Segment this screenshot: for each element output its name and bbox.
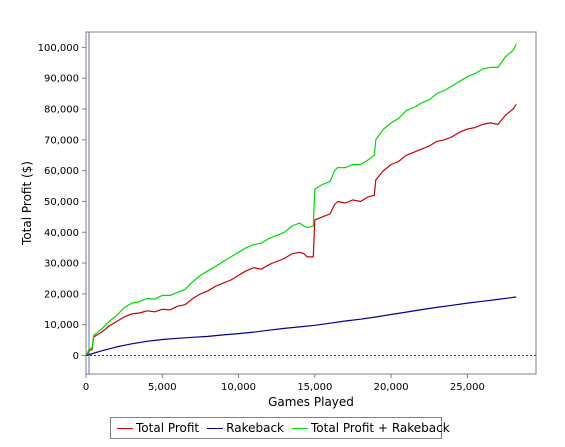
y-tick-label: 60,000: [44, 166, 79, 177]
legend-swatch: [117, 427, 133, 429]
x-tick-label: 25,000: [450, 382, 485, 393]
legend-label: Rakeback: [226, 421, 284, 435]
legend-item: Rakeback: [207, 421, 284, 435]
legend-label: Total Profit: [136, 421, 200, 435]
y-tick-label: 80,000: [44, 105, 79, 116]
x-axis-title: Games Played: [268, 395, 354, 409]
series-line-rakeback: [85, 296, 517, 357]
x-tick-label: 5,000: [148, 382, 177, 393]
y-tick-label: 70,000: [44, 135, 79, 146]
legend: Total Profit Rakeback Total Profit + Rakeb…: [110, 417, 450, 439]
plot-area: [85, 31, 537, 375]
legend-item: Total Profit: [117, 421, 199, 435]
legend-swatch: [207, 427, 224, 429]
x-tick-label: 20,000: [374, 382, 409, 393]
series-line-total-profit-rakeback: [85, 44, 517, 356]
y-tick-label: 10,000: [44, 320, 79, 331]
y-axis-title: Total Profit ($): [20, 161, 34, 246]
y-tick-label: 100,000: [38, 43, 79, 54]
x-tick-label: 15,000: [297, 382, 332, 393]
legend-label: Total Profit + Rakeback: [311, 421, 450, 435]
y-tick-label: 50,000: [44, 197, 79, 208]
y-tick-label: 20,000: [44, 289, 79, 300]
series-layer: [85, 44, 517, 357]
legend-swatch: [292, 427, 308, 429]
axes: 0 10,000 20,000 30,000 40,000 50,000 60,000 70,…: [38, 43, 536, 393]
x-tick-label: 0: [83, 382, 89, 393]
y-tick-label: 30,000: [44, 259, 79, 270]
y-tick-label: 0: [73, 351, 79, 362]
legend-item: Total Profit + Rakeback: [292, 421, 450, 435]
x-tick-label: 10,000: [221, 382, 256, 393]
y-tick-label: 90,000: [44, 74, 79, 85]
series-line-total-profit: [85, 104, 517, 356]
y-tick-label: 40,000: [44, 228, 79, 239]
chart: 0 10,000 20,000 30,000 40,000 50,000 60,000 70,…: [20, 31, 537, 409]
